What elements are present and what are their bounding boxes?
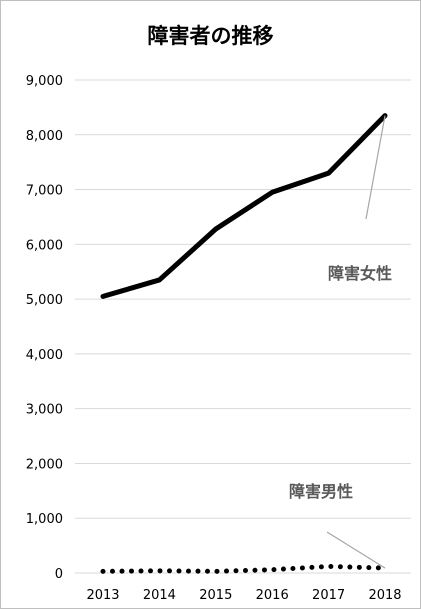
y-tick-label: 8,000: [26, 129, 63, 144]
series-line-1: [100, 113, 388, 299]
gridlines: [75, 79, 411, 574]
annotation-leader-line: [365, 115, 386, 220]
x-tick-label: 2018: [368, 588, 401, 603]
x-tick-label: 2015: [199, 588, 232, 603]
x-tick-label: 2013: [86, 588, 119, 603]
y-tick-label: 4,000: [26, 348, 63, 363]
annotation-label: 障害女性: [328, 264, 392, 283]
series-line-2: [100, 563, 388, 574]
y-tick-label: 6,000: [26, 238, 63, 253]
y-tick-label: 9,000: [26, 74, 63, 89]
y-tick-label: 1,000: [26, 512, 63, 527]
chart-title: 障害者の推移: [147, 24, 274, 48]
x-tick-label: 2016: [256, 588, 289, 603]
series-lines: [100, 113, 388, 574]
y-tick-label: 2,000: [26, 457, 63, 472]
y-tick-label: 7,000: [26, 184, 63, 199]
x-tick-label: 2014: [143, 588, 176, 603]
annotation-leader-line: [326, 531, 386, 569]
x-tick-label: 2017: [312, 588, 345, 603]
y-tick-label: 5,000: [26, 293, 63, 308]
y-axis-tick-labels: 0 1,000 2,000 3,000 4,000 5,000 6,000 7,000 8,00…: [26, 74, 63, 582]
y-tick-label: 3,000: [26, 403, 63, 418]
x-axis-tick-labels: 2013 2014 2015 2016 2017 2018: [86, 588, 401, 603]
y-tick-label: 0: [55, 567, 63, 582]
annotation-label: 障害男性: [289, 482, 353, 501]
